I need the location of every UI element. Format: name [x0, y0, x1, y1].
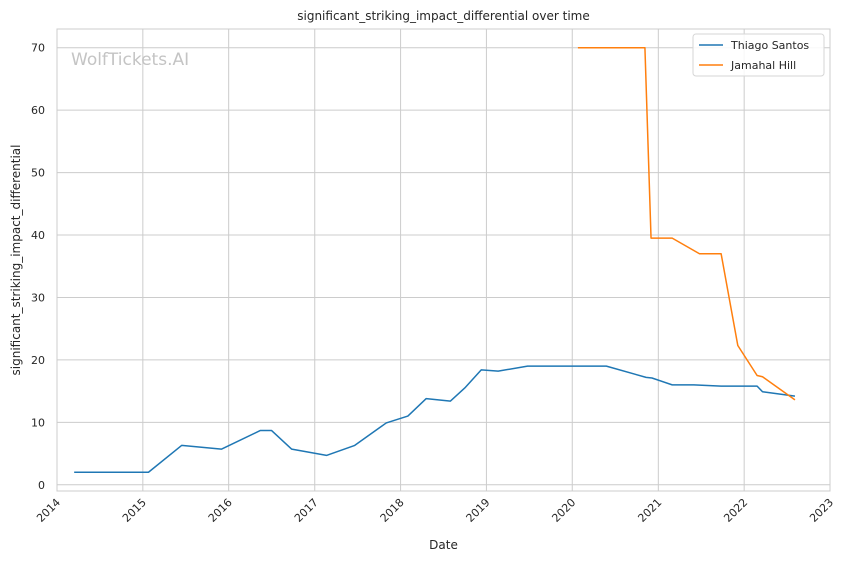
x-tick-label: 2015 [120, 496, 149, 525]
chart-title: significant_striking_impact_differential… [297, 9, 589, 23]
legend-box [692, 33, 825, 77]
y-axis-label: significant_striking_impact_differential [9, 145, 23, 376]
plot-area [57, 29, 830, 491]
x-tick-labels: 2014 2015 2016 2017 2018 2019 2020 2021 2022 2023 [34, 496, 836, 525]
x-tick-label: 2022 [721, 496, 750, 525]
legend: Thiago Santos Jamahal Hill [692, 33, 825, 77]
y-tick-label: 30 [31, 291, 45, 304]
series-line-thiago-santos [74, 365, 796, 474]
y-tick-label: 50 [31, 167, 45, 180]
x-tick-label: 2023 [807, 496, 836, 525]
plot-frame [56, 28, 831, 492]
watermark: WolfTickets.AI [71, 50, 189, 70]
legend-entry-label: Jamahal Hill [730, 59, 796, 72]
series-line-jamahal-hill [577, 46, 796, 401]
x-axis-label: Date [429, 538, 458, 552]
x-tick-label: 2021 [635, 496, 664, 525]
x-tick-label: 2019 [464, 496, 493, 525]
y-tick-label: 20 [31, 354, 45, 367]
x-tick-label: 2016 [206, 496, 235, 525]
y-tick-label: 40 [31, 229, 45, 242]
y-tick-label: 60 [31, 104, 45, 117]
legend-entry-label: Thiago Santos [730, 39, 809, 52]
y-tick-label: 70 [31, 42, 45, 55]
y-tick-label: 0 [38, 479, 45, 492]
x-tick-label: 2020 [549, 496, 578, 525]
grid-lines [56, 29, 831, 491]
y-tick-labels: 0 10 20 30 40 50 60 70 [31, 42, 45, 492]
x-tick-label: 2017 [292, 496, 321, 525]
x-tick-label: 2018 [378, 496, 407, 525]
y-tick-label: 10 [31, 416, 45, 429]
x-tick-label: 2014 [34, 496, 63, 525]
series-layer [74, 46, 796, 474]
